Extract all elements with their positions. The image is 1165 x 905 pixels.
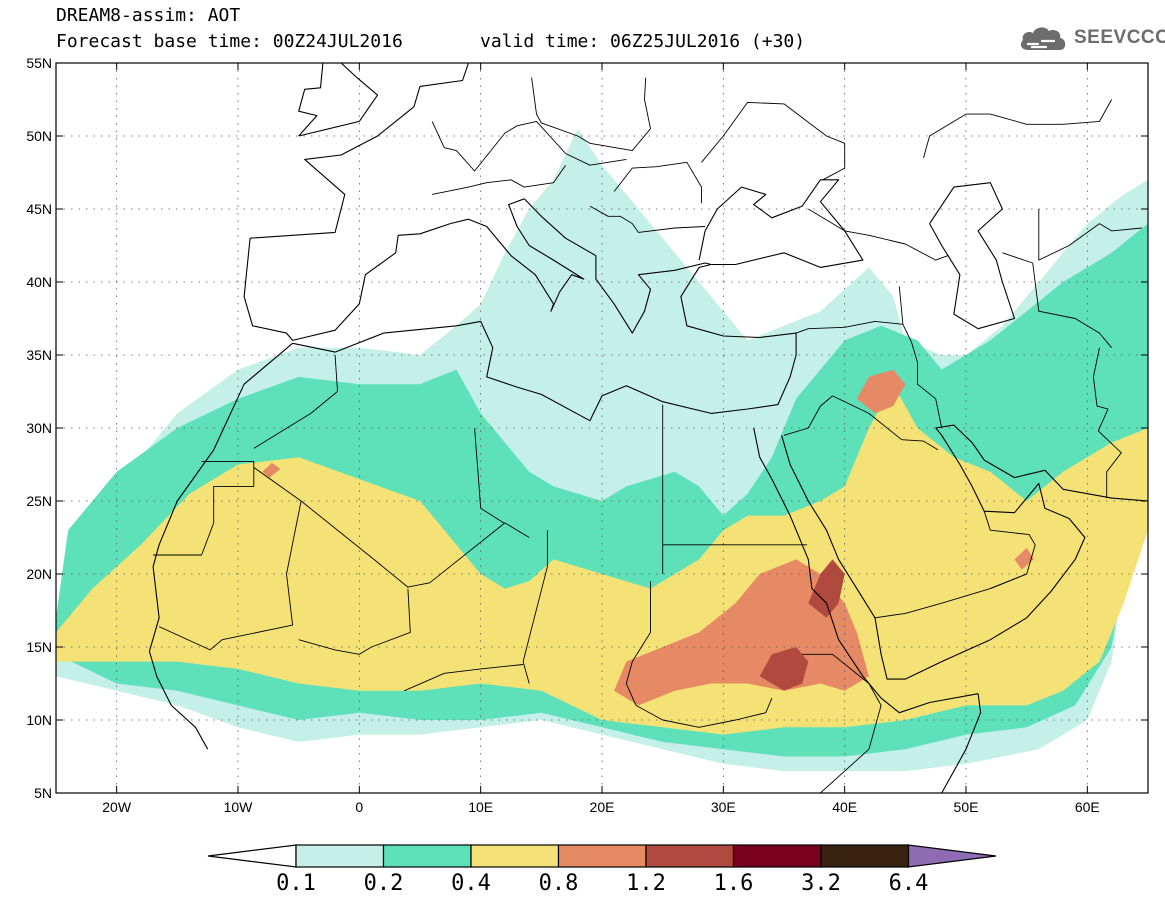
colorbar-swatch <box>645 844 735 868</box>
border-sudan-south <box>635 697 773 728</box>
borders-layer <box>153 77 1142 793</box>
colorbar-label: 6.4 <box>889 871 929 896</box>
border-morocco-algeria <box>253 354 338 449</box>
border-algeria-libya <box>474 427 504 524</box>
coastline-red-sea-west <box>753 427 979 714</box>
coastline-balkans <box>523 198 712 334</box>
border-saudi-jordan <box>783 395 833 436</box>
lat-tick-label: 55N <box>26 55 52 71</box>
lon-tick-label: 10E <box>468 799 493 815</box>
border-iraq-iran <box>902 324 943 429</box>
colorbar-swatch <box>295 844 385 868</box>
border-turkmen <box>1002 252 1112 348</box>
border-romania <box>613 161 702 204</box>
border-ethiopia <box>802 653 882 793</box>
lat-tick-label: 25N <box>26 493 52 509</box>
lon-tick-label: 20E <box>590 799 615 815</box>
lat-tick-label: 50N <box>26 128 52 144</box>
lon-tick-label: 50E <box>954 799 979 815</box>
axis-ticks: 55N 50N 45N 40N 35N 30N 25N 20N 15N 10N 5N 20W 10W 0 1… <box>26 55 1148 815</box>
lat-tick-label: 20N <box>26 566 52 582</box>
colorbar-label: 3.2 <box>801 871 841 896</box>
colorbar-label: 1.2 <box>626 871 666 896</box>
coastline-france-atlantic <box>250 63 470 239</box>
border-turkey-syria <box>795 286 904 334</box>
colorbar-swatch <box>470 844 560 868</box>
lat-tick-label: 5N <box>34 785 52 801</box>
border-mali-niger <box>298 588 411 655</box>
lat-tick-label: 10N <box>26 712 52 728</box>
colorbar-swatch <box>382 844 472 868</box>
colorbar-over-arrow <box>907 844 997 868</box>
colorbar-label: 0.8 <box>539 871 579 896</box>
coastline-uk <box>298 63 379 137</box>
lat-tick-label: 30N <box>26 420 52 436</box>
border-algeria-mali <box>300 500 530 588</box>
border-alps <box>432 164 566 195</box>
border-niger-nigeria <box>404 664 524 692</box>
coastline-north-africa-coast <box>292 263 797 422</box>
coastline-west-africa-coast <box>148 342 293 750</box>
colorbar-swatch <box>820 844 910 868</box>
colorbar-label: 0.4 <box>451 871 491 896</box>
seevccc-logo: SEEVCCC <box>1018 24 1165 52</box>
coastline-gulf-north <box>935 424 1148 502</box>
gridlines <box>56 63 1148 793</box>
coastline-black-sea <box>698 179 864 268</box>
lat-tick-label: 15N <box>26 639 52 655</box>
dust-region-level-4 <box>262 463 281 478</box>
coastline-italy <box>450 198 585 312</box>
coastline-horn-east <box>941 693 982 793</box>
border-central-eu <box>431 120 627 172</box>
border-oman-uae <box>983 511 1036 590</box>
lat-tick-label: 35N <box>26 347 52 363</box>
border-iraq-saudi <box>832 395 939 451</box>
border-uzbek <box>1038 209 1142 261</box>
forecast-base-time: Forecast base time: 00Z24JUL2016 <box>56 31 403 52</box>
map-area <box>56 63 1148 793</box>
lat-tick-label: 40N <box>26 274 52 290</box>
border-kazakh <box>923 99 1112 159</box>
border-chad-sudan <box>625 581 651 706</box>
lon-tick-label: 20W <box>102 799 132 815</box>
lon-tick-label: 30E <box>711 799 736 815</box>
lon-tick-label: 40E <box>832 799 857 815</box>
dust-region-level-5 <box>759 647 809 691</box>
valid-time: valid time: 06Z25JUL2016 (+30) <box>480 31 806 52</box>
border-caucasus <box>808 208 948 261</box>
colorbar-under-arrow <box>207 844 297 868</box>
colorbar-swatch <box>557 844 647 868</box>
border-germany-poland <box>531 77 651 152</box>
lon-tick-label: 0 <box>355 799 363 815</box>
dust-region-level-4 <box>856 369 906 414</box>
border-niger-chad <box>522 530 548 684</box>
figure-title: DREAM8-assim: AOT <box>56 5 241 26</box>
coastline-caspian <box>929 182 1016 330</box>
border-balkan-inner <box>589 205 706 233</box>
lat-tick-label: 45N <box>26 201 52 217</box>
colorbar-swatch <box>732 844 822 868</box>
border-ukraine <box>701 101 846 181</box>
colorbar-label: 0.2 <box>364 871 404 896</box>
cloud-icon <box>1020 27 1066 50</box>
border-iran-afgh <box>1092 347 1122 499</box>
colorbar-label: 0.1 <box>276 871 316 896</box>
lon-tick-label: 60E <box>1075 799 1100 815</box>
dust-region-level-4 <box>1014 547 1034 570</box>
colorbar-label: 1.6 <box>714 871 754 896</box>
lon-tick-label: 10W <box>224 799 254 815</box>
border-western-sahara <box>153 461 255 556</box>
coastline-iberia <box>243 223 451 341</box>
colorbar: 0.1 0.2 0.4 0.8 1.2 1.6 3.2 6.4 <box>207 844 997 896</box>
logo-text: SEEVCCC <box>1074 27 1165 48</box>
dust-region-level-5 <box>808 559 845 618</box>
